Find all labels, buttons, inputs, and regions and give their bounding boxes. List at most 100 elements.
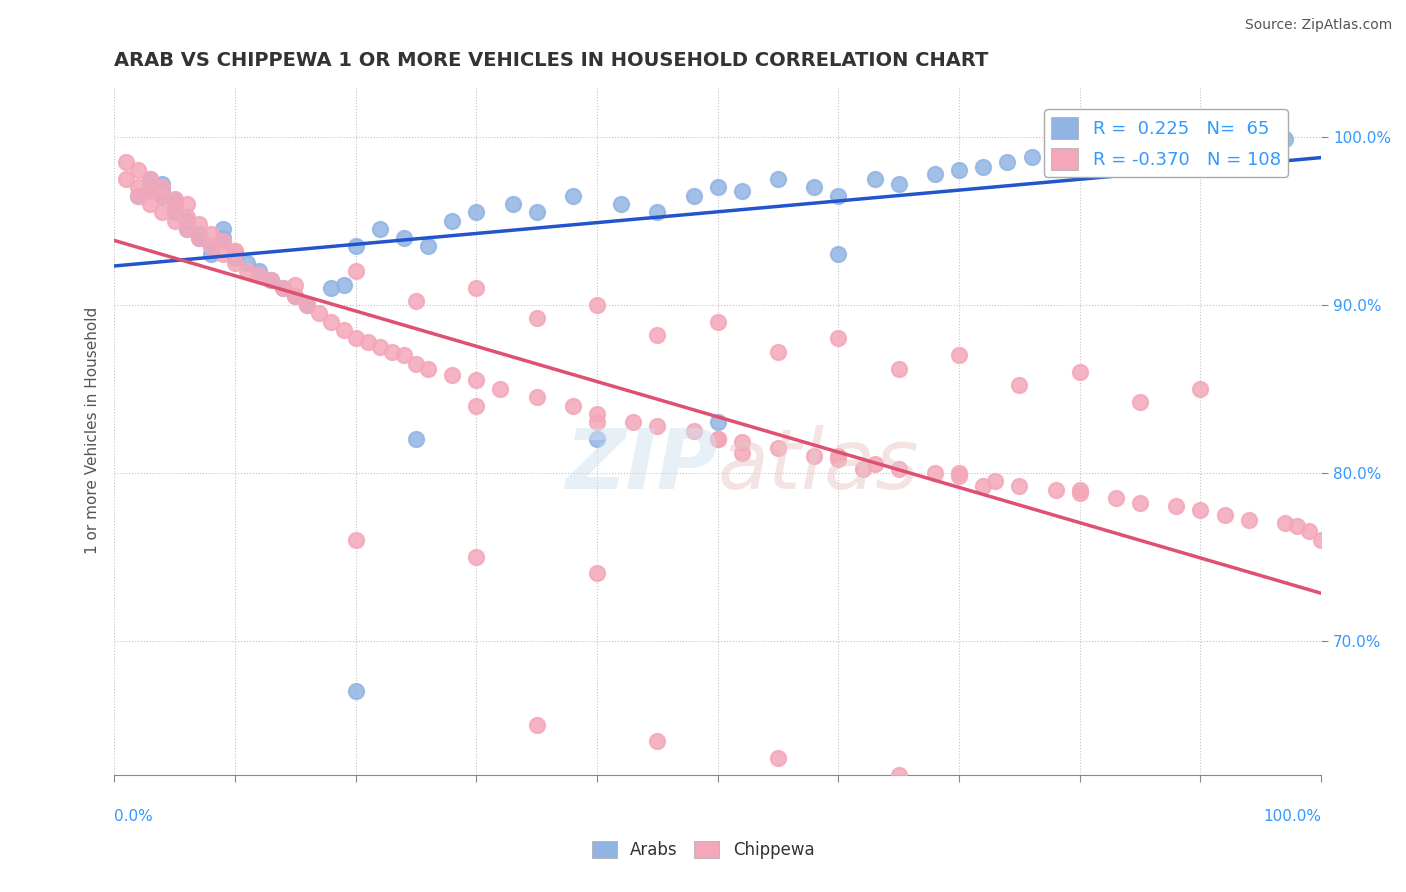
Point (271, 281, 294, 295)
Point (465, 281, 488, 295)
Point (827, 452, 849, 467)
Point (163, 205, 186, 219)
Point (1310, 533, 1333, 547)
Point (827, 331, 849, 345)
Point (1069, 483, 1091, 497)
Point (152, 205, 174, 219)
Point (995, 155, 1018, 169)
Point (502, 197, 524, 211)
Point (489, 382, 512, 396)
Point (682, 424, 704, 438)
Point (284, 289, 307, 303)
Point (465, 549, 488, 564)
Point (187, 230, 209, 244)
Point (465, 373, 488, 387)
Point (344, 533, 367, 547)
Text: 100.0%: 100.0% (1263, 808, 1322, 823)
Point (187, 227, 209, 242)
Point (731, 445, 754, 459)
Point (1092, 150, 1115, 164)
Point (948, 163, 970, 178)
Point (139, 172, 162, 186)
Point (766, 344, 789, 359)
Point (647, 328, 669, 343)
Point (972, 160, 994, 174)
Point (163, 201, 186, 215)
Point (200, 247, 222, 261)
Point (1213, 133, 1236, 147)
Point (706, 415, 728, 429)
Point (706, 180, 728, 194)
Point (187, 230, 209, 244)
Point (260, 272, 283, 286)
Point (211, 247, 233, 261)
Point (321, 315, 343, 329)
Point (766, 441, 789, 455)
Point (924, 167, 946, 181)
Point (332, 323, 354, 337)
Point (332, 277, 354, 292)
Point (368, 340, 391, 354)
Point (344, 264, 367, 278)
Point (803, 449, 825, 463)
Point (176, 211, 198, 225)
Point (176, 222, 198, 236)
Point (586, 407, 609, 421)
Point (127, 163, 149, 178)
Point (731, 435, 754, 450)
Point (1237, 513, 1260, 527)
Point (405, 357, 427, 371)
Point (586, 415, 609, 429)
Point (176, 214, 198, 228)
Point (152, 188, 174, 202)
Point (1045, 146, 1067, 161)
Point (887, 768, 910, 782)
Point (200, 239, 222, 253)
Text: Source: ZipAtlas.com: Source: ZipAtlas.com (1244, 18, 1392, 32)
Point (1129, 496, 1152, 510)
Point (271, 281, 294, 295)
Point (766, 172, 789, 186)
Point (586, 298, 609, 312)
Point (887, 462, 910, 476)
Point (211, 234, 233, 248)
Text: ZIP: ZIP (565, 425, 717, 506)
Point (1250, 136, 1272, 151)
Point (1153, 140, 1175, 154)
Point (1213, 508, 1236, 522)
Text: 0.0%: 0.0% (114, 808, 153, 823)
Point (211, 230, 233, 244)
Point (1286, 519, 1309, 533)
Point (176, 197, 198, 211)
Point (224, 244, 246, 258)
Point (803, 180, 825, 194)
Point (297, 298, 319, 312)
Point (176, 222, 198, 236)
Text: ARAB VS CHIPPEWA 1 OR MORE VEHICLES IN HOUSEHOLD CORRELATION CHART: ARAB VS CHIPPEWA 1 OR MORE VEHICLES IN H… (114, 51, 988, 70)
Point (465, 205, 488, 219)
Point (356, 334, 378, 349)
Point (308, 306, 330, 320)
Point (163, 197, 186, 211)
Point (731, 184, 754, 198)
Legend: R =  0.225   N=  65, R = -0.370   N = 108: R = 0.225 N= 65, R = -0.370 N = 108 (1045, 110, 1288, 177)
Point (887, 177, 910, 191)
Point (224, 247, 246, 261)
Point (368, 222, 391, 236)
Point (405, 294, 427, 309)
Point (139, 197, 162, 211)
Point (344, 239, 367, 253)
Point (621, 415, 644, 429)
Point (127, 188, 149, 202)
Point (163, 214, 186, 228)
Point (1008, 785, 1031, 799)
Point (972, 479, 994, 493)
Point (127, 180, 149, 194)
Point (344, 331, 367, 345)
Point (924, 466, 946, 480)
Point (465, 399, 488, 413)
Point (247, 268, 270, 282)
Point (224, 244, 246, 258)
Point (163, 201, 186, 215)
Point (416, 361, 439, 376)
